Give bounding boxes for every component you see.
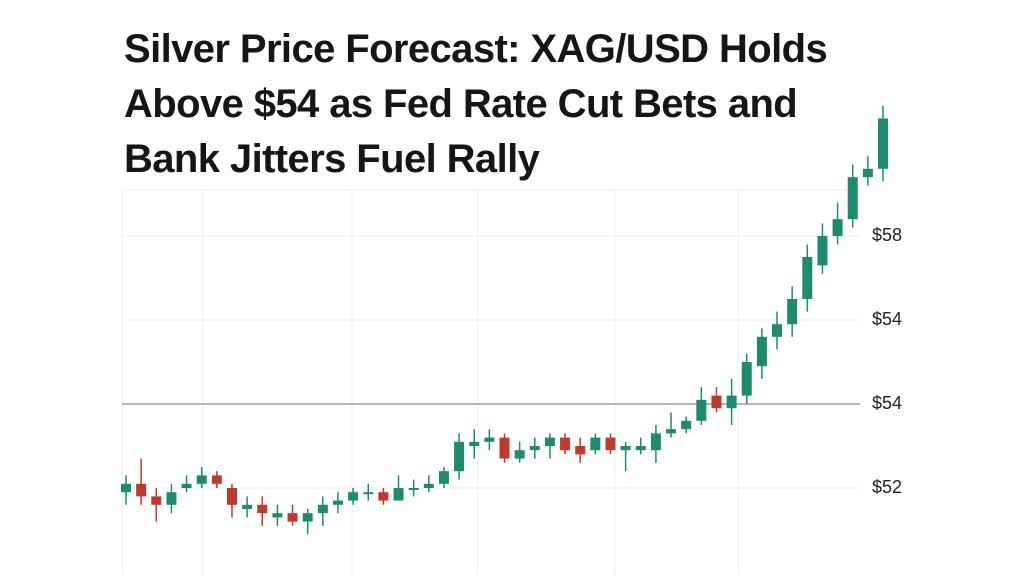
candle-body <box>529 446 540 451</box>
candle-body <box>832 219 843 236</box>
candle-body <box>711 395 722 409</box>
candle-body <box>878 118 888 169</box>
candle-body <box>650 433 661 451</box>
vertical-grid <box>121 189 860 575</box>
candle-body <box>772 324 783 337</box>
candle-body <box>862 168 873 178</box>
candle-body <box>726 395 737 409</box>
candle-body <box>287 513 298 522</box>
candle-body <box>605 437 616 451</box>
candle-body <box>121 483 131 493</box>
candle-body <box>166 492 177 505</box>
candle-body <box>363 492 374 495</box>
candle-body <box>787 299 798 325</box>
candle-body <box>136 483 147 497</box>
candle-body <box>454 441 465 472</box>
candle-body <box>499 437 510 459</box>
y-tick-label: $58 <box>872 225 902 245</box>
candle-body <box>681 420 692 430</box>
headline-line: Silver Price Forecast: XAG/USD Holds <box>124 27 828 71</box>
candle-body <box>257 504 268 514</box>
candle-body <box>242 504 253 509</box>
candle-body <box>696 399 707 421</box>
candle-body <box>151 496 162 505</box>
headline-line: Bank Jitters Fuel Rally <box>124 137 540 181</box>
candle-body <box>272 513 283 518</box>
candle-body <box>196 475 207 484</box>
candle-body <box>469 441 480 446</box>
headline-line: Above $54 as Fed Rate Cut Bets and <box>124 82 798 126</box>
candle-body <box>211 475 222 484</box>
candle-body <box>575 446 586 455</box>
candle-body <box>590 437 601 451</box>
y-tick-label: $54 <box>872 393 902 413</box>
candle-body <box>393 488 404 501</box>
candle-body <box>332 500 343 505</box>
candle-body <box>181 483 192 488</box>
candle-body <box>544 437 555 446</box>
candle-body <box>741 362 752 396</box>
candle-body <box>438 471 449 484</box>
candle-body <box>484 437 495 442</box>
candle-body <box>560 437 571 451</box>
candle-body <box>635 446 646 451</box>
candle-body <box>302 513 313 522</box>
candle-body <box>817 236 828 266</box>
candle-body <box>802 257 813 299</box>
candle-body <box>514 450 525 459</box>
candle-body <box>226 488 237 505</box>
candle-body <box>317 504 328 514</box>
y-tick-label: $54 <box>872 309 902 329</box>
y-tick-label: $52 <box>872 477 902 497</box>
candle-body <box>378 492 389 501</box>
candle-body <box>847 177 858 220</box>
candle-body <box>666 429 677 434</box>
headline: Silver Price Forecast: XAG/USD Holds Abo… <box>124 22 828 187</box>
candle-body <box>408 488 419 490</box>
candle-body <box>756 336 767 367</box>
candle-body <box>620 446 631 451</box>
candle-body <box>348 492 359 501</box>
candle-body <box>423 483 434 488</box>
